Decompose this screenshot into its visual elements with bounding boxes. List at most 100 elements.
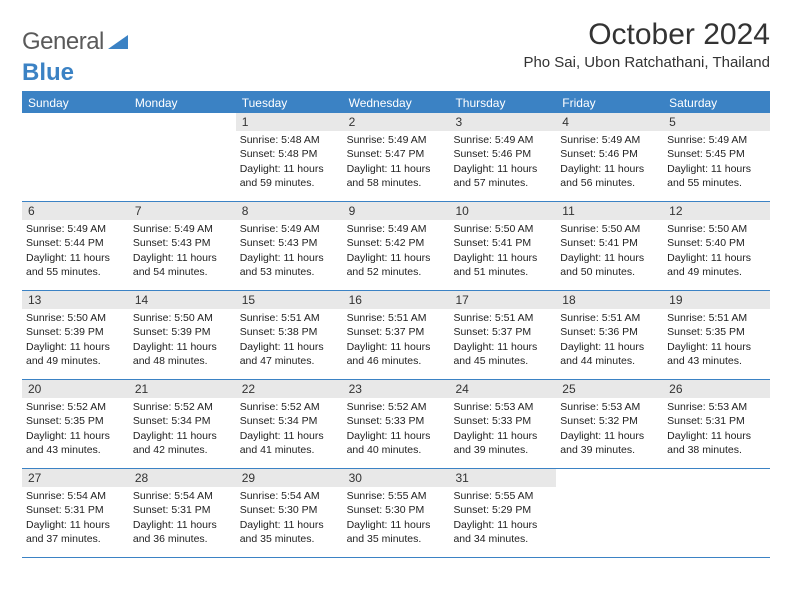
week-row: 27Sunrise: 5:54 AMSunset: 5:31 PMDayligh… xyxy=(22,469,770,558)
day-cell: 21Sunrise: 5:52 AMSunset: 5:34 PMDayligh… xyxy=(129,380,236,468)
sunrise-line: Sunrise: 5:50 AM xyxy=(667,222,766,236)
daylight-line: Daylight: 11 hours and 43 minutes. xyxy=(667,340,766,368)
day-cell: 9Sunrise: 5:49 AMSunset: 5:42 PMDaylight… xyxy=(343,202,450,290)
sunset-line: Sunset: 5:44 PM xyxy=(26,236,125,250)
daylight-line: Daylight: 11 hours and 42 minutes. xyxy=(133,429,232,457)
day-body: Sunrise: 5:50 AMSunset: 5:39 PMDaylight:… xyxy=(129,309,236,372)
day-body: Sunrise: 5:51 AMSunset: 5:36 PMDaylight:… xyxy=(556,309,663,372)
day-cell: 18Sunrise: 5:51 AMSunset: 5:36 PMDayligh… xyxy=(556,291,663,379)
daylight-line: Daylight: 11 hours and 40 minutes. xyxy=(347,429,446,457)
day-header-saturday: Saturday xyxy=(663,93,770,113)
daylight-line: Daylight: 11 hours and 49 minutes. xyxy=(26,340,125,368)
sunrise-line: Sunrise: 5:51 AM xyxy=(560,311,659,325)
sunrise-line: Sunrise: 5:55 AM xyxy=(347,489,446,503)
day-cell: 19Sunrise: 5:51 AMSunset: 5:35 PMDayligh… xyxy=(663,291,770,379)
sunset-line: Sunset: 5:46 PM xyxy=(560,147,659,161)
day-header-tuesday: Tuesday xyxy=(236,93,343,113)
daylight-line: Daylight: 11 hours and 55 minutes. xyxy=(667,162,766,190)
day-cell: 28Sunrise: 5:54 AMSunset: 5:31 PMDayligh… xyxy=(129,469,236,557)
day-header-row: SundayMondayTuesdayWednesdayThursdayFrid… xyxy=(22,93,770,113)
day-number: 8 xyxy=(236,202,343,220)
sunrise-line: Sunrise: 5:48 AM xyxy=(240,133,339,147)
day-body: Sunrise: 5:49 AMSunset: 5:42 PMDaylight:… xyxy=(343,220,450,283)
day-number: 22 xyxy=(236,380,343,398)
daylight-line: Daylight: 11 hours and 56 minutes. xyxy=(560,162,659,190)
sunrise-line: Sunrise: 5:49 AM xyxy=(240,222,339,236)
day-cell: 26Sunrise: 5:53 AMSunset: 5:31 PMDayligh… xyxy=(663,380,770,468)
sunrise-line: Sunrise: 5:50 AM xyxy=(133,311,232,325)
daylight-line: Daylight: 11 hours and 39 minutes. xyxy=(453,429,552,457)
daylight-line: Daylight: 11 hours and 47 minutes. xyxy=(240,340,339,368)
sunrise-line: Sunrise: 5:49 AM xyxy=(667,133,766,147)
sunrise-line: Sunrise: 5:49 AM xyxy=(453,133,552,147)
daylight-line: Daylight: 11 hours and 48 minutes. xyxy=(133,340,232,368)
sunset-line: Sunset: 5:41 PM xyxy=(453,236,552,250)
day-body: Sunrise: 5:49 AMSunset: 5:47 PMDaylight:… xyxy=(343,131,450,194)
logo-word2: Blue xyxy=(22,59,770,87)
sunrise-line: Sunrise: 5:53 AM xyxy=(667,400,766,414)
day-number: 29 xyxy=(236,469,343,487)
day-number: 3 xyxy=(449,113,556,131)
sunrise-line: Sunrise: 5:50 AM xyxy=(26,311,125,325)
day-body: Sunrise: 5:50 AMSunset: 5:40 PMDaylight:… xyxy=(663,220,770,283)
day-cell: 27Sunrise: 5:54 AMSunset: 5:31 PMDayligh… xyxy=(22,469,129,557)
sunset-line: Sunset: 5:40 PM xyxy=(667,236,766,250)
day-number: 9 xyxy=(343,202,450,220)
day-number: 19 xyxy=(663,291,770,309)
day-number: 14 xyxy=(129,291,236,309)
daylight-line: Daylight: 11 hours and 39 minutes. xyxy=(560,429,659,457)
daylight-line: Daylight: 11 hours and 37 minutes. xyxy=(26,518,125,546)
day-cell: 12Sunrise: 5:50 AMSunset: 5:40 PMDayligh… xyxy=(663,202,770,290)
sunrise-line: Sunrise: 5:51 AM xyxy=(667,311,766,325)
day-body: Sunrise: 5:51 AMSunset: 5:37 PMDaylight:… xyxy=(343,309,450,372)
day-number: 7 xyxy=(129,202,236,220)
sunrise-line: Sunrise: 5:54 AM xyxy=(133,489,232,503)
sunrise-line: Sunrise: 5:49 AM xyxy=(133,222,232,236)
sunrise-line: Sunrise: 5:52 AM xyxy=(347,400,446,414)
sunrise-line: Sunrise: 5:55 AM xyxy=(453,489,552,503)
day-cell: 11Sunrise: 5:50 AMSunset: 5:41 PMDayligh… xyxy=(556,202,663,290)
sunrise-line: Sunrise: 5:49 AM xyxy=(347,133,446,147)
sunrise-line: Sunrise: 5:49 AM xyxy=(347,222,446,236)
sunset-line: Sunset: 5:39 PM xyxy=(133,325,232,339)
day-number: 1 xyxy=(236,113,343,131)
day-header-wednesday: Wednesday xyxy=(343,93,450,113)
daylight-line: Daylight: 11 hours and 59 minutes. xyxy=(240,162,339,190)
day-cell: 16Sunrise: 5:51 AMSunset: 5:37 PMDayligh… xyxy=(343,291,450,379)
day-body: Sunrise: 5:54 AMSunset: 5:30 PMDaylight:… xyxy=(236,487,343,550)
week-row: 6Sunrise: 5:49 AMSunset: 5:44 PMDaylight… xyxy=(22,202,770,291)
day-cell: 2Sunrise: 5:49 AMSunset: 5:47 PMDaylight… xyxy=(343,113,450,201)
empty-cell xyxy=(663,469,770,557)
day-number: 28 xyxy=(129,469,236,487)
day-body: Sunrise: 5:49 AMSunset: 5:45 PMDaylight:… xyxy=(663,131,770,194)
day-cell: 1Sunrise: 5:48 AMSunset: 5:48 PMDaylight… xyxy=(236,113,343,201)
sunrise-line: Sunrise: 5:54 AM xyxy=(26,489,125,503)
sunset-line: Sunset: 5:34 PM xyxy=(133,414,232,428)
day-cell: 20Sunrise: 5:52 AMSunset: 5:35 PMDayligh… xyxy=(22,380,129,468)
day-body: Sunrise: 5:54 AMSunset: 5:31 PMDaylight:… xyxy=(22,487,129,550)
sunset-line: Sunset: 5:41 PM xyxy=(560,236,659,250)
sunset-line: Sunset: 5:30 PM xyxy=(347,503,446,517)
day-body: Sunrise: 5:55 AMSunset: 5:29 PMDaylight:… xyxy=(449,487,556,550)
month-title: October 2024 xyxy=(523,18,770,52)
sunrise-line: Sunrise: 5:52 AM xyxy=(26,400,125,414)
logo-word1: General xyxy=(22,28,104,56)
daylight-line: Daylight: 11 hours and 45 minutes. xyxy=(453,340,552,368)
sunset-line: Sunset: 5:37 PM xyxy=(347,325,446,339)
day-cell: 5Sunrise: 5:49 AMSunset: 5:45 PMDaylight… xyxy=(663,113,770,201)
day-number: 21 xyxy=(129,380,236,398)
sunset-line: Sunset: 5:31 PM xyxy=(667,414,766,428)
day-header-sunday: Sunday xyxy=(22,93,129,113)
day-number: 25 xyxy=(556,380,663,398)
daylight-line: Daylight: 11 hours and 51 minutes. xyxy=(453,251,552,279)
sunrise-line: Sunrise: 5:51 AM xyxy=(453,311,552,325)
daylight-line: Daylight: 11 hours and 53 minutes. xyxy=(240,251,339,279)
day-body: Sunrise: 5:52 AMSunset: 5:34 PMDaylight:… xyxy=(129,398,236,461)
day-number: 12 xyxy=(663,202,770,220)
sunrise-line: Sunrise: 5:52 AM xyxy=(133,400,232,414)
day-body: Sunrise: 5:52 AMSunset: 5:33 PMDaylight:… xyxy=(343,398,450,461)
day-number: 10 xyxy=(449,202,556,220)
sunrise-line: Sunrise: 5:51 AM xyxy=(240,311,339,325)
day-number: 23 xyxy=(343,380,450,398)
sunrise-line: Sunrise: 5:51 AM xyxy=(347,311,446,325)
